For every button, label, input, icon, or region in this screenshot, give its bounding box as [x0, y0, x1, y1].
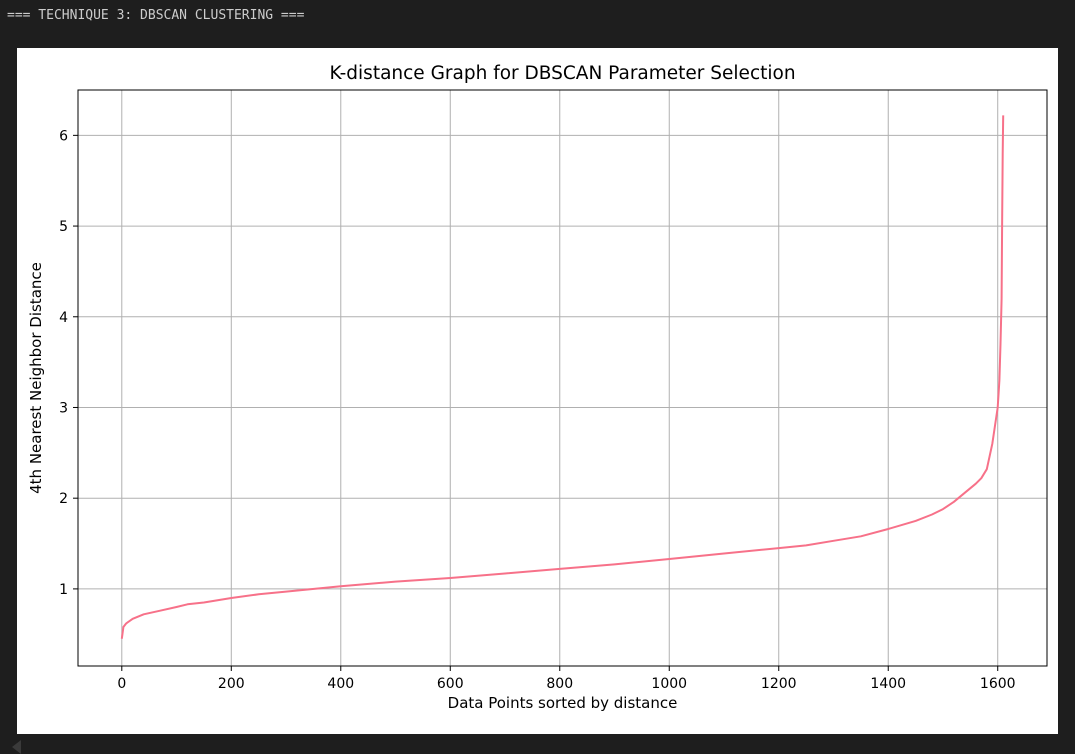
- y-tick-label: 4: [59, 310, 68, 326]
- plot-frame: [77, 89, 1048, 667]
- x-tick-label: 600: [437, 676, 464, 692]
- x-tick-label: 1000: [651, 676, 687, 692]
- x-tick-label: 0: [117, 676, 126, 692]
- chart-figure: 0 200 400 600 800 1000 1200 1400 1600 1 2 3 4 5 6 K-di…: [17, 48, 1058, 734]
- scroll-left-arrow-icon[interactable]: [12, 740, 21, 754]
- y-axis-label: 4th Nearest Neighbor Distance: [27, 262, 45, 494]
- y-tick-label: 3: [59, 400, 68, 416]
- x-tick-label: 800: [546, 676, 573, 692]
- y-tick-label: 1: [59, 582, 68, 598]
- x-tick-label: 1600: [980, 676, 1016, 692]
- console-output-line: === TECHNIQUE 3: DBSCAN CLUSTERING ===: [7, 8, 305, 23]
- y-tick-label: 5: [59, 219, 68, 235]
- series-line: [120, 115, 1005, 639]
- chart-title: K-distance Graph for DBSCAN Parameter Se…: [329, 63, 795, 84]
- k-distance-chart: 0 200 400 600 800 1000 1200 1400 1600 1 2 3 4 5 6 K-di…: [27, 63, 1048, 712]
- y-tick-label: 2: [59, 491, 68, 507]
- axis-ticks: 0 200 400 600 800 1000 1200 1400 1600 1 2 3 4 5 6: [59, 128, 1015, 692]
- x-tick-label: 1200: [761, 676, 797, 692]
- y-tick-label: 6: [59, 128, 68, 144]
- x-tick-label: 400: [327, 676, 354, 692]
- x-tick-label: 200: [218, 676, 245, 692]
- grid-lines: [78, 90, 1047, 666]
- x-tick-label: 1400: [870, 676, 906, 692]
- x-axis-label: Data Points sorted by distance: [448, 694, 678, 712]
